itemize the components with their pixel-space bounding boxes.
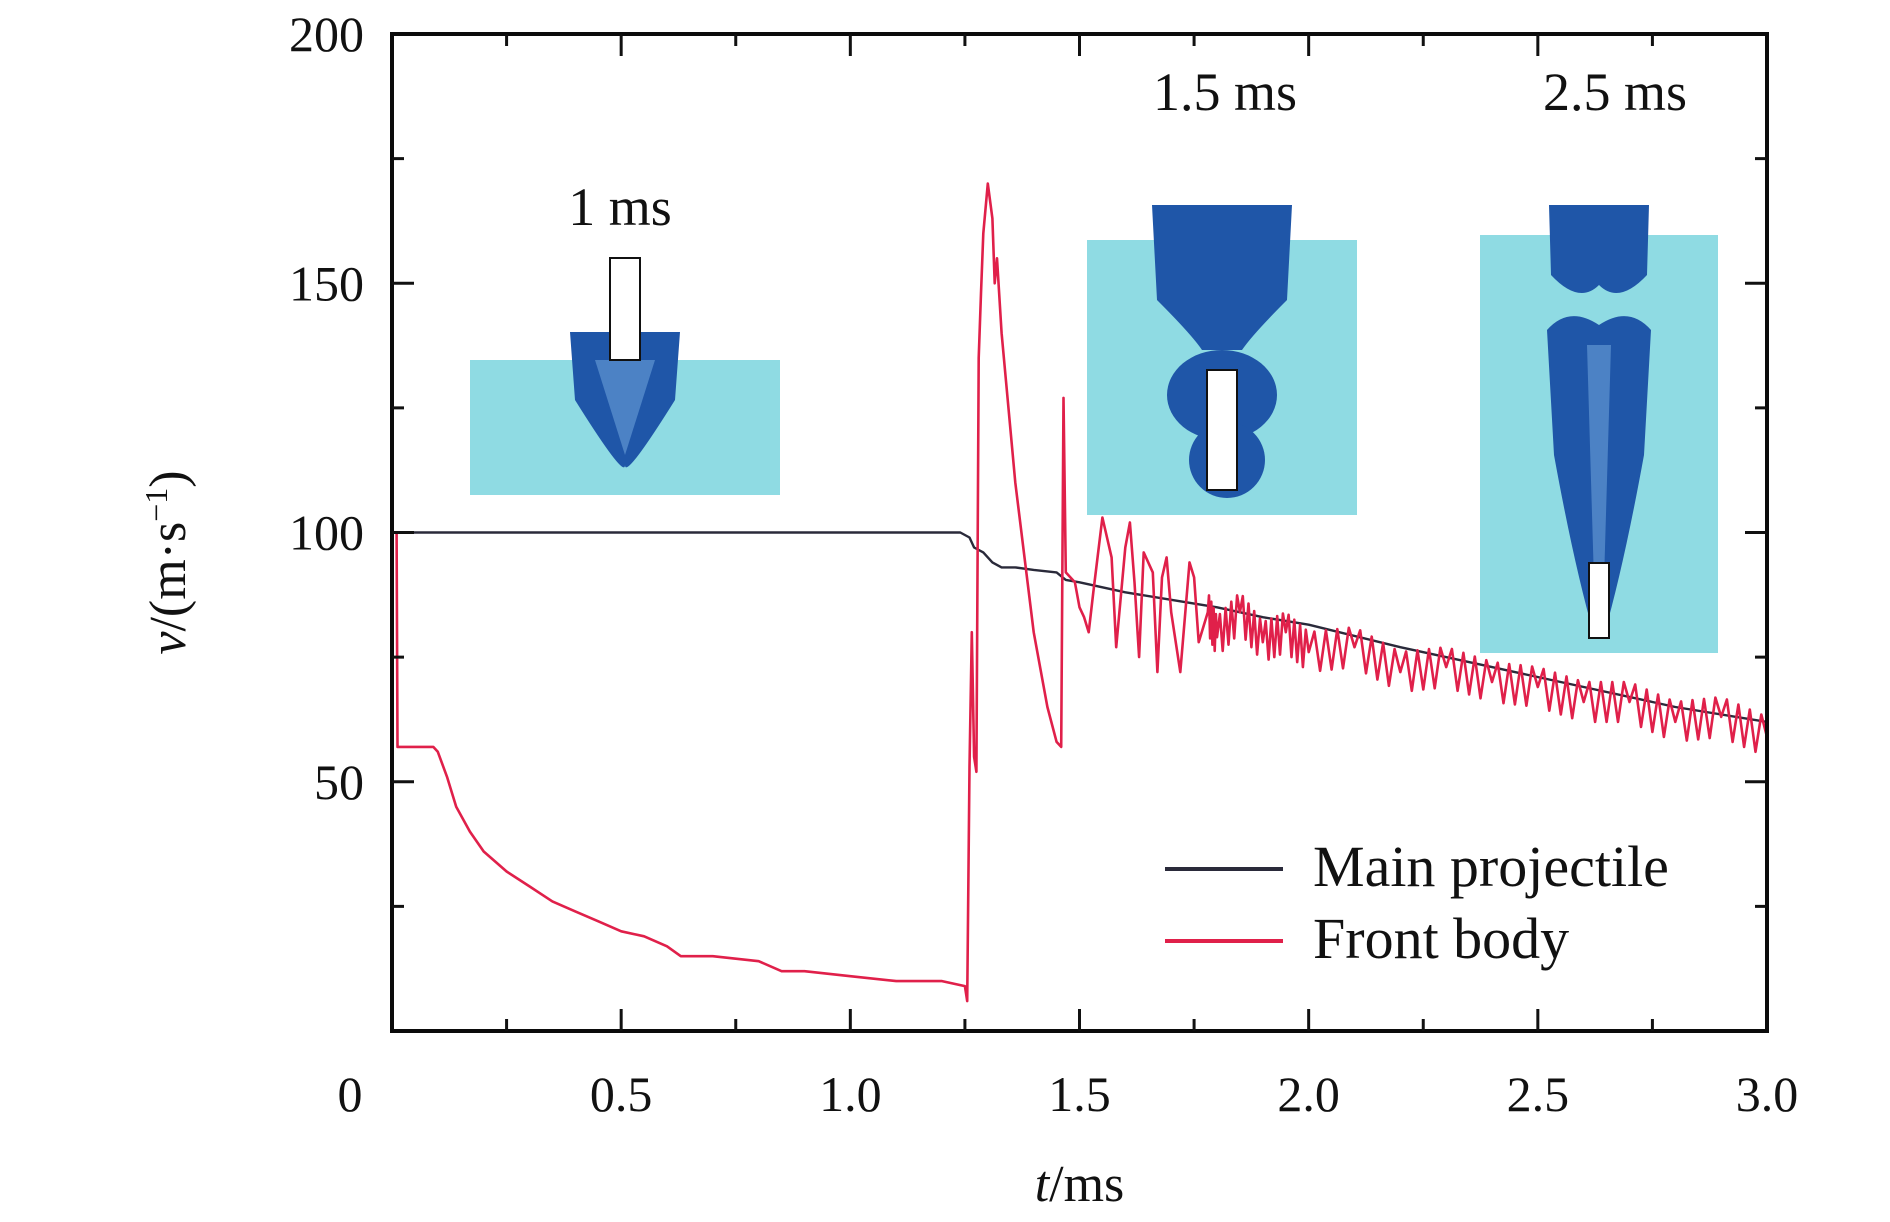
x-tick-label: 1.5 <box>1048 1066 1111 1122</box>
x-tick-label: 2.0 <box>1277 1066 1340 1122</box>
y-tick-label: 50 <box>314 754 364 810</box>
x-axis-label-unit: /ms <box>1049 1156 1124 1213</box>
projectile-shape <box>609 257 641 361</box>
cavity-upper <box>1549 205 1649 293</box>
inset-time-label: 1 ms <box>568 177 672 237</box>
legend-label: Front body <box>1313 906 1569 971</box>
inset-time-label: 2.5 ms <box>1543 62 1687 122</box>
series-line-front-body <box>395 182 1769 1003</box>
y-tick-label: 150 <box>289 255 364 311</box>
y-tick-label: 200 <box>289 6 364 62</box>
x-tick-label: 1.0 <box>819 1066 882 1122</box>
simulation-insets: 1 ms 1.5 ms 2.5 ms <box>470 62 1718 653</box>
axis-ticks <box>392 34 1767 1031</box>
tick-labels: 0.5 1.0 1.5 2.0 2.5 3.0 0 50 100 150 200 <box>289 6 1798 1122</box>
y-axis-label-close: ) <box>140 470 197 487</box>
x-tick-label: 3.0 <box>1736 1066 1799 1122</box>
origin-tick-label: 0 <box>338 1066 363 1122</box>
simulation-inset: 1 ms <box>470 177 780 495</box>
legend-label: Main projectile <box>1313 834 1669 899</box>
projectile-shape <box>1588 562 1610 639</box>
projectile-shape <box>1206 369 1238 491</box>
cavity-upper <box>1152 205 1292 350</box>
x-axis-label: t/ms <box>1035 1156 1125 1213</box>
x-tick-label: 0.5 <box>590 1066 653 1122</box>
x-tick-label: 2.5 <box>1507 1066 1570 1122</box>
y-axis-label: v/(m·s−1) <box>138 470 197 654</box>
cavity-highlight <box>1587 345 1611 615</box>
y-tick-label: 100 <box>289 505 364 561</box>
x-axis-label-var: t <box>1035 1156 1051 1213</box>
y-axis-label-unit: /(m·s <box>140 522 197 632</box>
simulation-inset: 1.5 ms <box>1087 62 1357 515</box>
simulation-inset: 2.5 ms <box>1480 62 1718 653</box>
legend: Main projectile Front body <box>1165 834 1669 971</box>
y-axis-label-sup: −1 <box>138 488 174 522</box>
series-layer <box>392 182 1769 1003</box>
y-axis-label-var: v <box>140 631 197 655</box>
cavity-highlight <box>595 360 655 455</box>
inset-time-label: 1.5 ms <box>1153 62 1297 122</box>
